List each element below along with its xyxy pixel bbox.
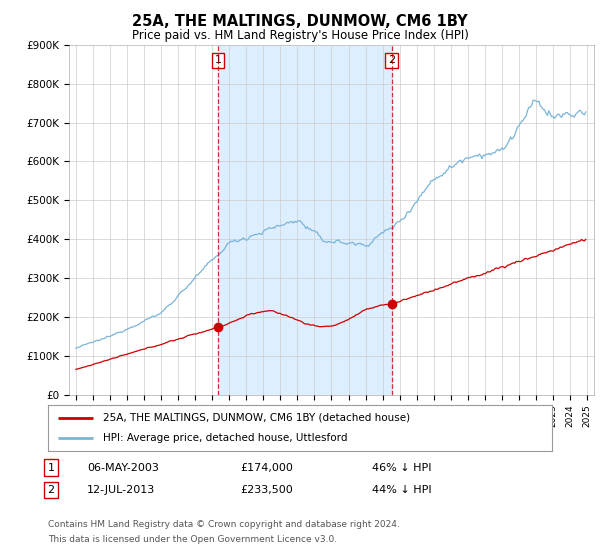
Text: Price paid vs. HM Land Registry's House Price Index (HPI): Price paid vs. HM Land Registry's House … (131, 29, 469, 42)
Text: HPI: Average price, detached house, Uttlesford: HPI: Average price, detached house, Uttl… (103, 433, 348, 443)
Text: 25A, THE MALTINGS, DUNMOW, CM6 1BY: 25A, THE MALTINGS, DUNMOW, CM6 1BY (132, 14, 468, 29)
Text: 25A, THE MALTINGS, DUNMOW, CM6 1BY (detached house): 25A, THE MALTINGS, DUNMOW, CM6 1BY (deta… (103, 413, 410, 423)
Text: 12-JUL-2013: 12-JUL-2013 (87, 485, 155, 495)
Bar (218, 45, 392, 395)
Text: 1: 1 (215, 55, 221, 66)
Text: 1: 1 (47, 463, 55, 473)
Text: 06-MAY-2003: 06-MAY-2003 (87, 463, 159, 473)
Text: Contains HM Land Registry data © Crown copyright and database right 2024.: Contains HM Land Registry data © Crown c… (48, 520, 400, 529)
Text: £233,500: £233,500 (240, 485, 293, 495)
Text: 44% ↓ HPI: 44% ↓ HPI (372, 485, 431, 495)
Text: 46% ↓ HPI: 46% ↓ HPI (372, 463, 431, 473)
Text: £174,000: £174,000 (240, 463, 293, 473)
Text: 2: 2 (388, 55, 395, 66)
Text: This data is licensed under the Open Government Licence v3.0.: This data is licensed under the Open Gov… (48, 535, 337, 544)
Text: 2: 2 (47, 485, 55, 495)
